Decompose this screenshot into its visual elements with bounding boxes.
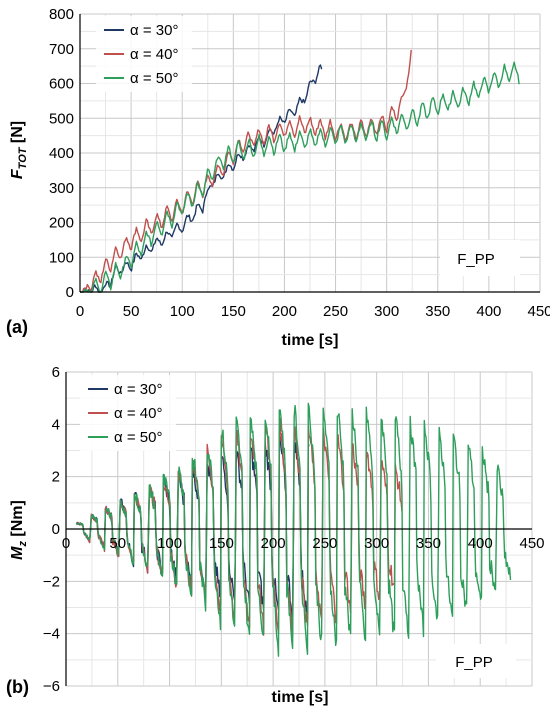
x-tick-label: 300 [364, 535, 389, 552]
panel-b-y-label-unit: [Nm] [9, 500, 26, 541]
y-tick-label: 100 [49, 249, 74, 266]
y-tick-label: 300 [49, 180, 74, 197]
panel-b-tag: (b) [6, 677, 29, 697]
panel-b-legend: α = 30° α = 40° α = 50° [80, 375, 176, 451]
x-tick-label: 350 [425, 303, 450, 320]
panel-b-y-label-main: M [9, 546, 26, 560]
panel-b-series [75, 402, 512, 657]
panel-a-legend: α = 30° α = 40° α = 50° [96, 16, 192, 92]
y-tick-label: −6 [43, 678, 60, 695]
y-tick-label: 700 [49, 41, 74, 58]
y-tick-label: 4 [52, 416, 60, 433]
y-tick-label: −2 [43, 573, 60, 590]
x-tick-label: 100 [157, 535, 182, 552]
legend-label-2: α = 40° [114, 405, 162, 422]
panel-a-y-label-main: F [9, 168, 26, 179]
x-tick-label: 200 [272, 303, 297, 320]
panel-b-y-label-sub: z [17, 541, 29, 548]
panel-b-x-axis-label: time [s] [272, 689, 329, 706]
panel-b-annotation-bg [436, 644, 516, 678]
x-tick-label: 0 [76, 303, 84, 320]
legend-label-1: α = 30° [130, 22, 178, 39]
panel-a-y-label-sub: TOT [17, 146, 29, 169]
y-tick-label: 500 [49, 110, 74, 127]
panel-a-annotation-box: F_PP [440, 240, 520, 276]
series-line-3 [80, 61, 520, 293]
panel-a-x-axis-label: time [s] [282, 332, 339, 349]
y-tick-label: 600 [49, 76, 74, 93]
x-tick-label: 450 [519, 535, 544, 552]
y-tick-label: 0 [52, 521, 60, 538]
x-tick-label: 50 [109, 535, 126, 552]
series-line-1 [80, 64, 323, 293]
panel-a-x-ticks: 0 50 100 150 200 250 300 350 400 450 [76, 303, 550, 320]
legend-label-3: α = 50° [114, 429, 162, 446]
panel-b-annotation-box: F_PP [436, 644, 516, 678]
y-tick-label: 6 [52, 364, 60, 381]
y-tick-label: −4 [43, 626, 60, 643]
x-tick-label: 250 [312, 535, 337, 552]
legend-label-1: α = 30° [114, 381, 162, 398]
panel-b-axes [65, 372, 532, 686]
panel-a-tag: (a) [6, 317, 28, 337]
series-line-3 [75, 402, 512, 657]
panel-b-y-axis-label: Mz [Nm] [9, 500, 29, 560]
panel-b-x-ticks: 0 50 100 150 200 250 300 350 400 450 [62, 535, 545, 552]
x-tick-label: 50 [123, 303, 140, 320]
legend-label-3: α = 50° [130, 70, 178, 87]
x-tick-label: 250 [323, 303, 348, 320]
panel-a-y-label-unit: [N] [9, 121, 26, 148]
x-tick-label: 350 [416, 535, 441, 552]
panel-b-annotation: F_PP [455, 654, 493, 671]
x-tick-label: 400 [468, 535, 493, 552]
x-tick-label: 200 [261, 535, 286, 552]
panel-a: 0 50 100 150 200 250 300 350 400 450 0 100 200 300 40… [6, 6, 550, 349]
x-tick-label: 150 [221, 303, 246, 320]
y-tick-label: 400 [49, 145, 74, 162]
y-tick-label: 800 [49, 6, 74, 23]
panel-a-series [80, 49, 520, 293]
y-tick-label: 0 [66, 284, 74, 301]
x-tick-label: 0 [62, 535, 70, 552]
panel-b-y-ticks: −6 −4 −2 0 2 4 6 [43, 364, 60, 695]
panel-a-annotation-bg [440, 240, 520, 276]
panel-a-axes [79, 14, 540, 293]
panel-a-y-ticks: 0 100 200 300 400 500 600 700 800 [49, 6, 74, 301]
x-tick-label: 100 [170, 303, 195, 320]
y-tick-label: 2 [52, 469, 60, 486]
legend-label-2: α = 40° [130, 46, 178, 63]
panel-a-y-axis-label: FTOT [N] [9, 121, 29, 179]
y-tick-label: 200 [49, 215, 74, 232]
panel-b: 0 50 100 150 200 250 300 350 400 450 −6 −4 −2 0 2 4 6 t… [6, 364, 545, 706]
x-tick-label: 450 [527, 303, 550, 320]
x-tick-label: 150 [209, 535, 234, 552]
panel-a-annotation: F_PP [457, 251, 495, 268]
x-tick-label: 400 [476, 303, 501, 320]
x-tick-label: 300 [374, 303, 399, 320]
